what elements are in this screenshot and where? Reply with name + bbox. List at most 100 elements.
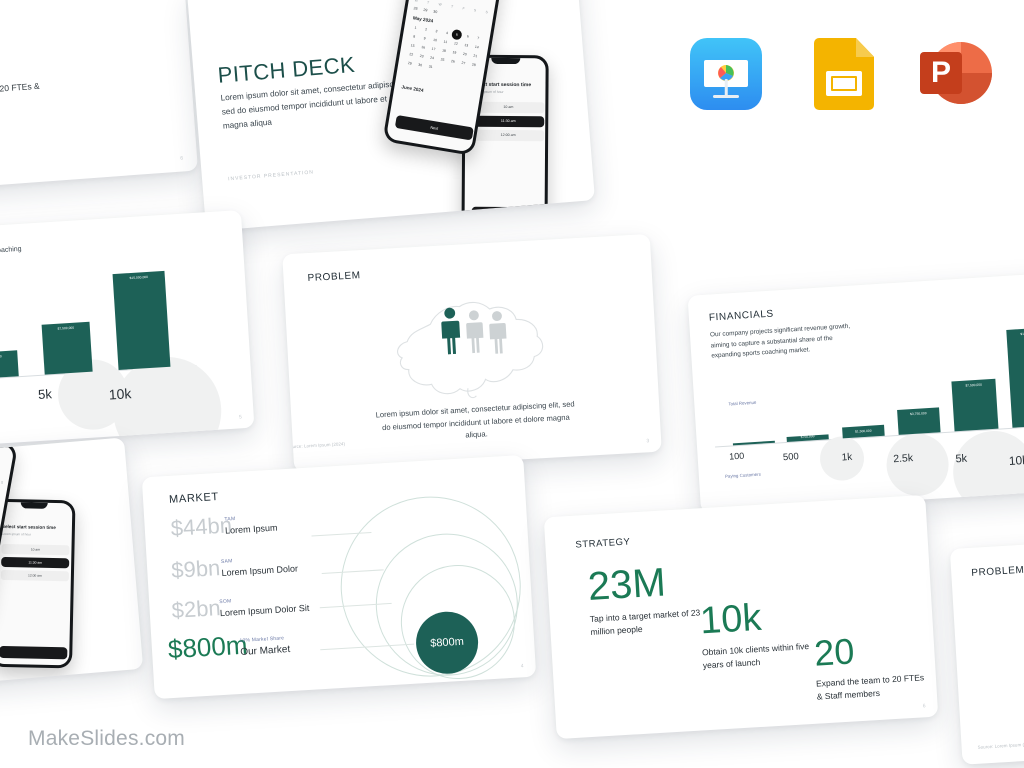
market-value: $2bn [170,595,222,623]
slide-financials-crop[interactable]: ...ue growth, aiming to ...nding sports … [0,209,255,453]
bubble-label: $800m [429,635,465,650]
phone-notch [491,57,521,65]
slide-strategy-crop[interactable]: k s within unch 20 Expand the team to 20… [0,0,199,194]
time-next-button[interactable] [471,206,544,220]
market-row: $9bn [171,555,221,584]
slide-phone-mock[interactable]: Select start session time Lorem ipsum of… [0,437,144,691]
person-muted-icon [463,308,488,360]
page-title: STRATEGY [575,536,631,551]
watermark: MakeSlides.com [28,727,185,750]
financials-crop-subtitle: ...ue growth, aiming to ...nding sports … [0,245,22,262]
market-row-tag: TAM Lorem Ipsum [224,514,278,536]
category-10k: 10k [1008,452,1024,469]
keynote-stand [724,79,728,96]
person-muted-icon [486,309,511,361]
strategy-caption: Obtain 10k clients within five years of … [701,641,810,671]
market-row-tag: 10% Market Share Our Market [239,635,290,658]
bar-label: $150,000 [746,436,761,442]
page-title: FINANCIALS [708,308,775,324]
problem-source: Source: Lorem Ipsum (2024) [977,741,1024,750]
strategy-stat: 20 Expand the team to 20 FTEs & Staff me… [813,629,931,703]
problem-source: Source: Lorem Ipsum (2024) [286,441,346,450]
category-500: 500 [782,451,800,464]
market-label: Lorem Ipsum Dolor [221,563,299,578]
calendar-month-1: May 2024 [412,15,434,24]
page-title: PROBLEM [971,564,1024,579]
bar-label: $1,500,000 [854,428,872,434]
app-icons-row: P [690,38,992,110]
bar-group: $1,500,000 $3,750,000 $7,500,000 $15,000… [0,265,196,384]
page-fold [856,38,874,57]
page-number: 6 [180,155,184,162]
bar-group: $150,000 $750,000 $1,500,000 $3,750,000 … [709,325,1024,447]
market-label: Lorem Ipsum [224,522,278,536]
strategy-crop-caption: Expand the team to 20 FTEs & Staff membe… [0,80,40,99]
category-5k: 5k [37,386,53,403]
pitch-deck-footer: INVESTOR PRESENTATION [227,169,315,183]
slide-financials[interactable]: FINANCIALS Our company projects signific… [687,272,1024,514]
market-value: $9bn [170,555,221,583]
strategy-caption: Tap into a target market of 23 million p… [589,607,701,637]
market-row-tag: SAM Lorem Ipsum Dolor [221,554,299,578]
bar-label: $15,000,000 [129,274,149,281]
person-highlighted-icon [437,307,464,361]
page-number: 5 [238,414,242,421]
bar-2-5k: $3,750,000 [897,407,941,435]
bar-label: $3,750,000 [0,353,18,360]
bar-label: $7,500,000 [965,382,983,388]
keynote-base [713,95,739,98]
bar-10k: $15,000,000 [1006,327,1024,428]
market-row: $800m [167,630,248,666]
strategy-value: 10k [698,596,763,643]
slide-problem-crop[interactable]: PROBLEM Source: Lorem Ipsum (2024) [949,531,1024,765]
category-100: 100 [728,450,745,462]
strategy-caption: Expand the team to 20 FTEs & Staff membe… [815,672,925,702]
bar-label: $750,000 [800,434,815,440]
slide-pitch-deck[interactable]: PITCH DECK Lorem ipsum dolor sit amet, c… [187,0,595,232]
decor-blob [950,428,1024,514]
calendar-month-2: June 2024 [401,84,424,93]
phone-screen-time: Select start session time Lorem ipsum of… [0,501,73,666]
market-value: $800m [167,629,249,665]
bar-label: $7,500,000 [57,325,75,331]
bar-label: $3,750,000 [909,411,927,417]
page-title: MARKET [168,490,220,506]
phone-time-sub: Lorem ipsum of hour [1,531,32,537]
phone-notch [20,502,49,509]
time-next-button[interactable] [0,645,68,660]
market-row-tag: SOM Lorem Ipsum Dolor Sit [219,594,310,618]
time-option-3-label: 12:00 am [500,132,516,138]
slide-market[interactable]: MARKET $44bn TAM Lorem Ipsum $9bn SAM Lo… [141,454,537,700]
strategy-stat: 23M Tap into a target market of 23 milli… [587,560,703,638]
strategy-value: 20 [813,630,856,674]
bar-5k: $7,500,000 [41,321,93,375]
strategy-value: 23M [586,560,667,609]
map-outline-icon [397,301,544,399]
slide-problem[interactable]: PROBLEM Lorem ipsum dolor sit amet, cons… [282,233,662,473]
market-label: Our Market [239,644,291,658]
market-label: Lorem Ipsum Dolor Sit [219,602,310,619]
google-slides-icon[interactable] [814,38,874,110]
market-row: $2bn [171,595,221,624]
slides-glyph [826,71,862,96]
slide-strategy[interactable]: STRATEGY 23M Tap into a target market of… [543,494,939,740]
time-option-1-label: 10 am [503,104,514,110]
bar-label: $15,000,000 [1020,330,1024,337]
market-tag: TAM [224,516,236,523]
time-option-2-label: 11:30 am [500,118,516,124]
phone-mock-time: Select start session time Lorem ipsum of… [0,498,76,669]
x-axis-label: Paying Customers [724,471,761,479]
market-tag: 10% Market Share [239,635,285,645]
phone-time-heading: Select start session time [1,523,56,531]
keynote-icon[interactable] [690,38,762,110]
powerpoint-icon[interactable]: P [920,38,992,110]
page-number: 4 [520,663,524,670]
powerpoint-letter: P [920,52,962,94]
bar-2-5k: $3,750,000 [0,350,19,380]
page-number: 6 [922,703,926,710]
bar-5k: $7,500,000 [951,378,999,432]
page-number: 3 [646,438,650,445]
